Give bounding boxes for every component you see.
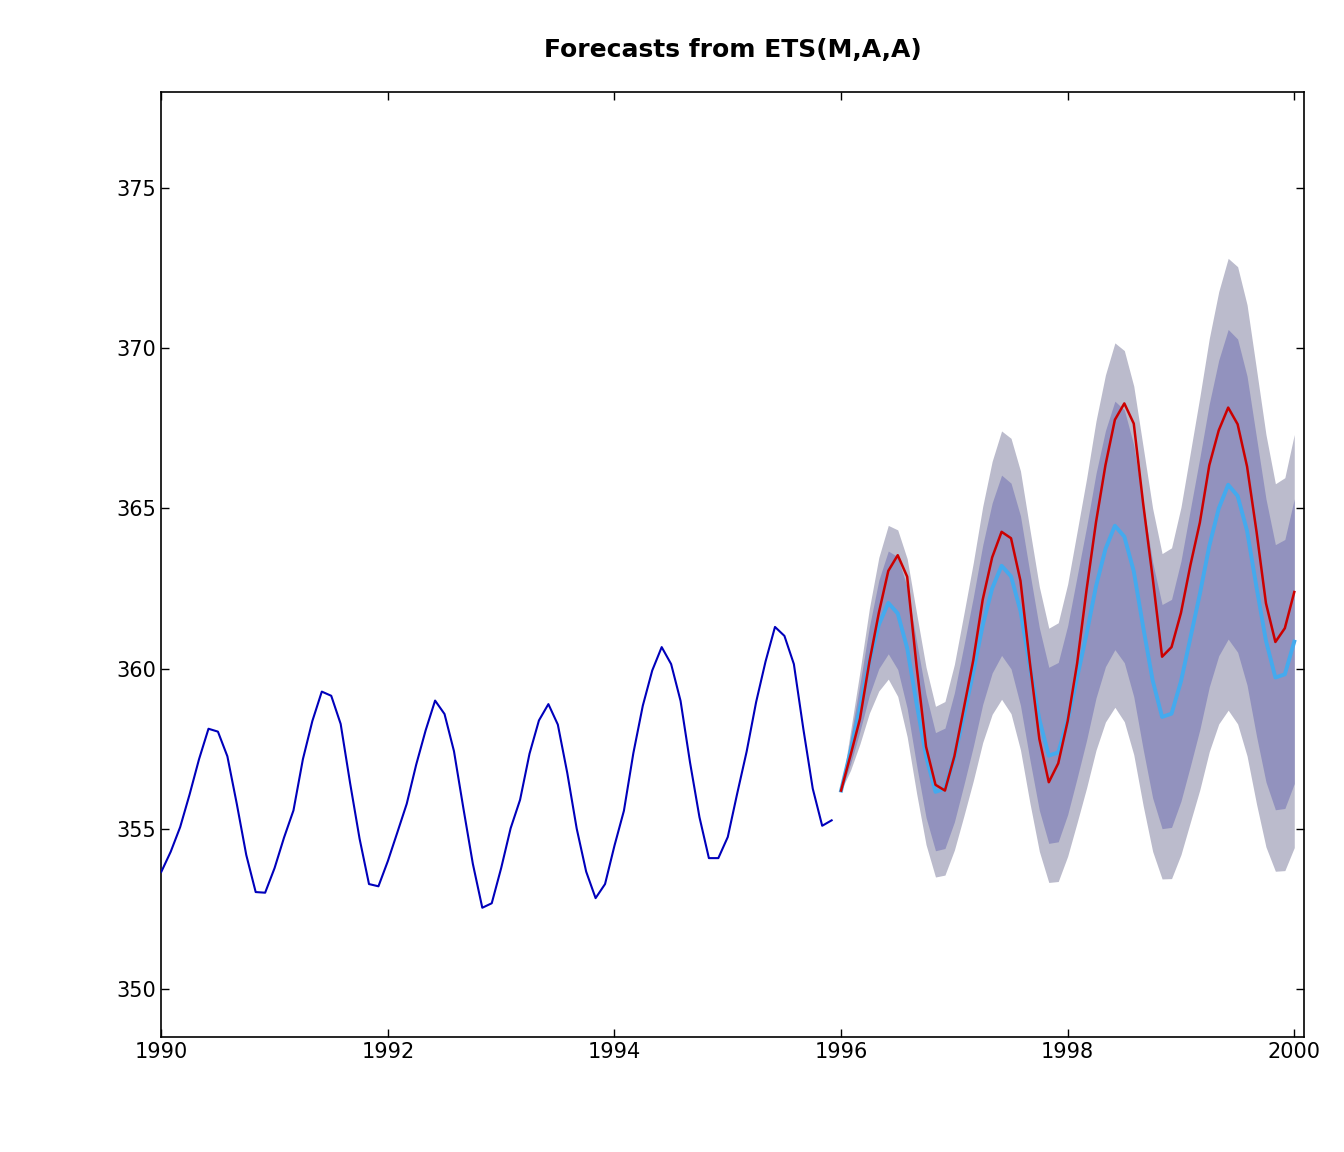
Title: Forecasts from ETS(M,A,A): Forecasts from ETS(M,A,A)	[543, 38, 922, 62]
